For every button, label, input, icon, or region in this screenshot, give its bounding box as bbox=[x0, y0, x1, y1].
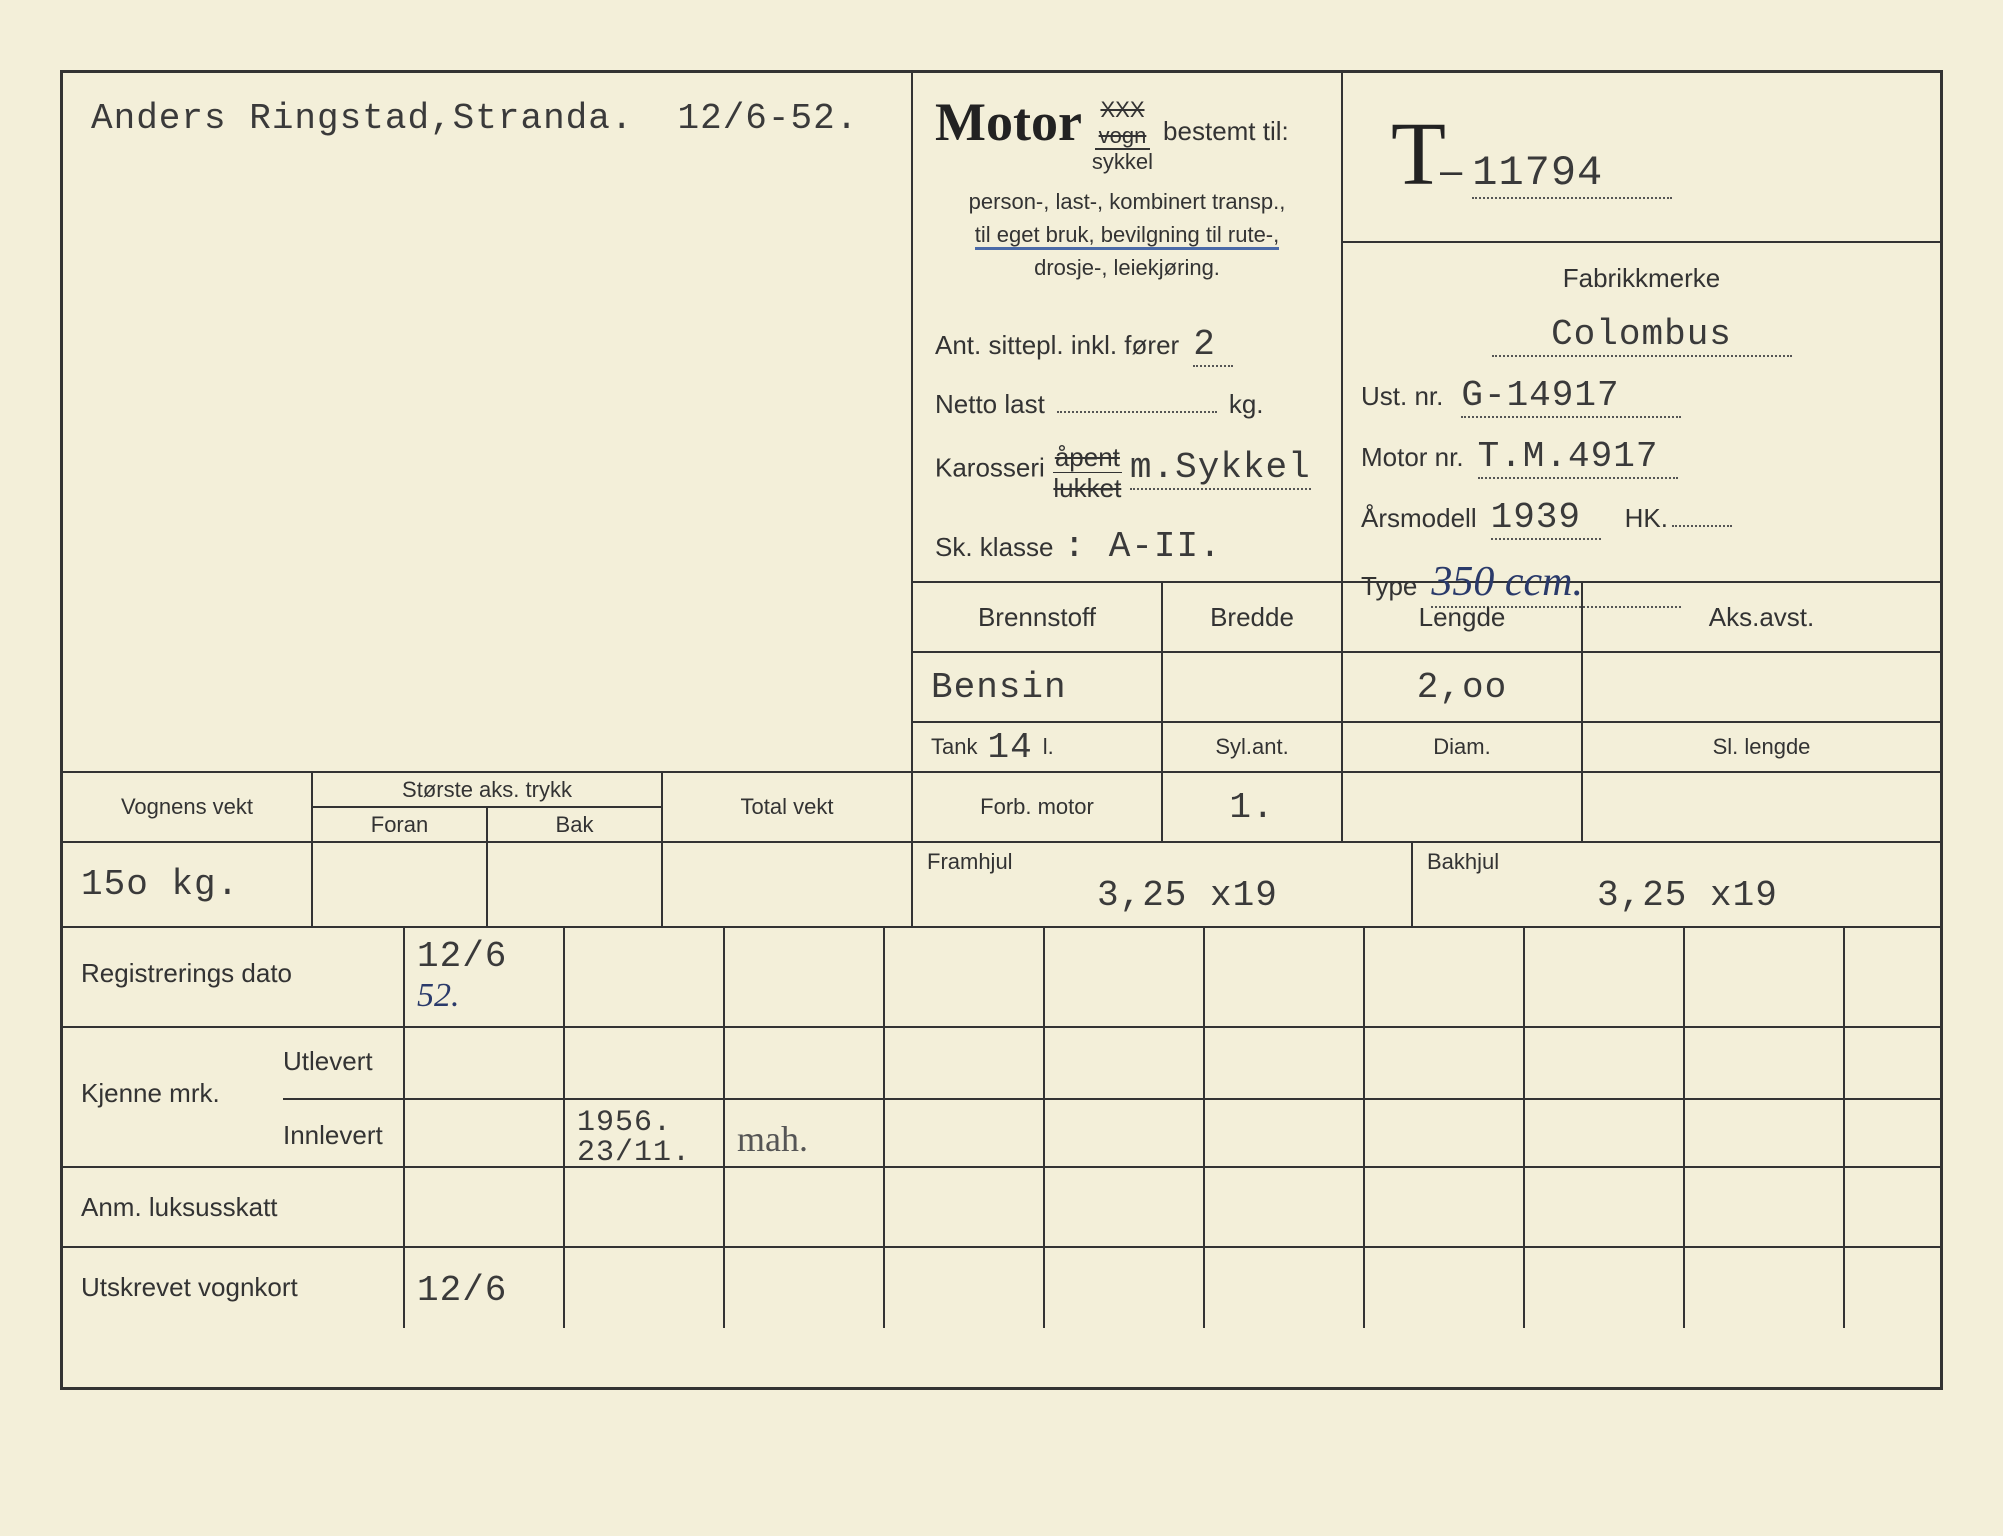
foran-header: Foran bbox=[313, 808, 488, 843]
vognkort-label: Utskrevet vognkort bbox=[81, 1272, 298, 1303]
owner-name: Anders Ringstad,Stranda. bbox=[91, 98, 633, 139]
aks-header: Aks.avst. bbox=[1583, 583, 1940, 653]
foran-value bbox=[313, 843, 488, 928]
diam-value bbox=[1343, 773, 1583, 843]
anm-grid bbox=[403, 1168, 1940, 1246]
ant-label: Ant. sittepl. inkl. fører bbox=[935, 330, 1179, 360]
anm-row: Anm. luksusskatt bbox=[63, 1168, 1940, 1248]
reg-label: Registrerings dato bbox=[81, 958, 292, 989]
motor-desc3: drosje-, leiekjøring. bbox=[935, 251, 1319, 284]
motor-bestemt: bestemt til: bbox=[1163, 116, 1289, 146]
netto-unit: kg. bbox=[1229, 389, 1264, 419]
arsmodell-value: 1939 bbox=[1491, 497, 1601, 540]
motor-frac-bottom: sykkel bbox=[1092, 149, 1153, 174]
karosseri-sub1: åpent bbox=[1053, 442, 1122, 473]
innlevert-hw-col: mah. bbox=[723, 1028, 883, 1166]
bak-header: Bak bbox=[488, 808, 663, 843]
fabrikk-header: Fabrikkmerke bbox=[1563, 263, 1720, 293]
aks-trykk-header: Største aks. trykk bbox=[313, 773, 663, 808]
motornr-label: Motor nr. bbox=[1361, 442, 1464, 472]
reg-col-1: 12/6 52. bbox=[403, 928, 563, 1026]
motornr-value: T.M.4917 bbox=[1478, 436, 1678, 479]
reg-val1: 12/6 bbox=[417, 936, 507, 977]
brennstoff-value: Bensin bbox=[913, 653, 1163, 723]
motor-frac-strike: XXX bbox=[1100, 97, 1144, 122]
total-header: Total vekt bbox=[663, 773, 913, 843]
reg-grid: 12/6 52. bbox=[403, 928, 1940, 1026]
karosseri-value: m.Sykkel bbox=[1130, 447, 1311, 490]
lengde-header: Lengde bbox=[1343, 583, 1583, 653]
syl-header: Syl.ant. bbox=[1163, 723, 1343, 773]
kjenne-grid: 1956. 23/11. mah. bbox=[403, 1028, 1940, 1166]
innlevert-v1: 1956. bbox=[577, 1106, 672, 1140]
plate-block: T – 11794 bbox=[1343, 73, 1940, 243]
forb-header: Forb. motor bbox=[913, 773, 1163, 843]
motor-block: Motor XXX vogn sykkel bestemt til: perso… bbox=[913, 73, 1343, 583]
fabrikk-block: Fabrikkmerke Colombus Ust. nr. G-14917 M… bbox=[1343, 243, 1940, 583]
vognkort-grid: 12/6 bbox=[403, 1248, 1940, 1328]
utlevert-label: Utlevert bbox=[283, 1046, 373, 1077]
plate-dash: – bbox=[1440, 149, 1462, 194]
arsmodell-label: Årsmodell bbox=[1361, 503, 1477, 533]
innlevert-col: 1956. 23/11. bbox=[563, 1028, 723, 1166]
vognens-header: Vognens vekt bbox=[63, 773, 313, 843]
vognkort-value: 12/6 bbox=[417, 1270, 507, 1311]
sl-header: Sl. lengde bbox=[1583, 723, 1940, 773]
motor-title: Motor bbox=[935, 92, 1082, 152]
innlevert-hw: mah. bbox=[737, 1119, 808, 1159]
fabrikk-make: Colombus bbox=[1492, 314, 1792, 357]
total-value bbox=[663, 843, 913, 928]
reg-val1b: 52. bbox=[417, 977, 460, 1014]
ant-value: 2 bbox=[1193, 324, 1233, 367]
karosseri-sub2: lukket bbox=[1053, 473, 1121, 503]
bredde-value bbox=[1163, 653, 1343, 723]
sk-value: : A-II. bbox=[1064, 526, 1222, 567]
plate-prefix: T bbox=[1391, 103, 1446, 206]
kjenne-row: Kjenne mrk. Utlevert Innlevert 1956. 23/… bbox=[63, 1028, 1940, 1168]
innlevert-label: Innlevert bbox=[283, 1120, 383, 1151]
aks-value bbox=[1583, 653, 1940, 723]
motor-frac-top: vogn bbox=[1095, 123, 1151, 150]
ust-value: G-14917 bbox=[1461, 375, 1681, 418]
karosseri-label: Karosseri bbox=[935, 453, 1045, 483]
vognens-value: 15o kg. bbox=[63, 843, 313, 928]
forb-value: 1. bbox=[1163, 773, 1343, 843]
netto-value bbox=[1057, 411, 1217, 413]
card-frame: Anders Ringstad,Stranda. 12/6-52. Motor … bbox=[60, 70, 1943, 1390]
bredde-header: Bredde bbox=[1163, 583, 1343, 653]
brennstoff-header: Brennstoff bbox=[913, 583, 1163, 653]
owner-date: 12/6-52. bbox=[677, 98, 858, 139]
vognkort-row: Utskrevet vognkort 12/6 bbox=[63, 1248, 1940, 1328]
framhjul-cell: Framhjul 3,25 x19 bbox=[913, 843, 1413, 928]
vognkort-col-1: 12/6 bbox=[403, 1248, 563, 1328]
ust-label: Ust. nr. bbox=[1361, 381, 1443, 411]
owner-block: Anders Ringstad,Stranda. 12/6-52. bbox=[63, 73, 913, 773]
hk-label: HK. bbox=[1625, 503, 1668, 533]
bak-value bbox=[488, 843, 663, 928]
sk-label: Sk. klasse bbox=[935, 532, 1054, 562]
registration-card: Anders Ringstad,Stranda. 12/6-52. Motor … bbox=[0, 0, 2003, 1536]
tank-cell: Tank 14 l. bbox=[913, 723, 1163, 773]
reg-row: Registrerings dato 12/6 52. bbox=[63, 928, 1940, 1028]
motor-desc1: person-, last-, kombinert transp., bbox=[935, 185, 1319, 218]
bakhjul-cell: Bakhjul 3,25 x19 bbox=[1413, 843, 1940, 928]
motor-desc2: til eget bruk, bevilgning til rute-, bbox=[975, 222, 1280, 250]
netto-label: Netto last bbox=[935, 389, 1045, 419]
innlevert-v2: 23/11. bbox=[577, 1136, 691, 1170]
anm-label: Anm. luksusskatt bbox=[81, 1192, 278, 1223]
kjenne-label: Kjenne mrk. bbox=[81, 1078, 220, 1109]
plate-number: 11794 bbox=[1472, 149, 1672, 199]
diam-header: Diam. bbox=[1343, 723, 1583, 773]
lengde-value: 2,oo bbox=[1343, 653, 1583, 723]
hk-value bbox=[1672, 525, 1732, 527]
sl-value bbox=[1583, 773, 1940, 843]
